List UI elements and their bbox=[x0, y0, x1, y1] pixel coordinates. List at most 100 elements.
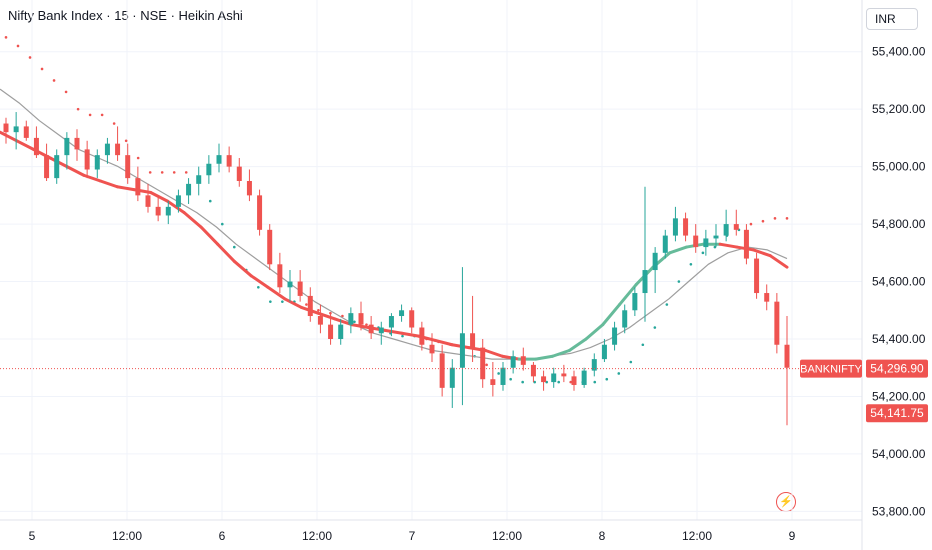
last-price-label: 54,296.90 bbox=[870, 362, 924, 376]
candle-body bbox=[733, 224, 739, 230]
sar-dot bbox=[773, 217, 777, 220]
price-tick-label: 55,400.00 bbox=[872, 45, 926, 59]
sar-dot bbox=[16, 44, 20, 48]
candle-body bbox=[551, 373, 557, 383]
fast-ma-segment bbox=[115, 185, 136, 192]
sar-dot bbox=[208, 199, 212, 203]
candle-body bbox=[561, 373, 567, 377]
candle-body bbox=[206, 163, 212, 176]
sar-dot bbox=[497, 372, 500, 375]
candle-body bbox=[530, 364, 536, 377]
grid bbox=[0, 0, 862, 520]
candle-body bbox=[226, 155, 232, 167]
time-tick-label: 12:00 bbox=[112, 529, 142, 543]
candle-body bbox=[449, 367, 455, 388]
fast-ma-segment bbox=[551, 348, 571, 358]
sar-dot bbox=[28, 56, 32, 59]
candles bbox=[3, 112, 790, 426]
fast-ma-segment bbox=[618, 282, 638, 307]
candle-body bbox=[754, 258, 760, 294]
candle-body bbox=[175, 195, 181, 207]
candle-body bbox=[145, 195, 151, 207]
candle-body bbox=[328, 324, 334, 340]
slow-ma-line bbox=[0, 88, 788, 360]
fast-ma-segment bbox=[283, 297, 303, 309]
fast-ma-segment bbox=[98, 179, 119, 189]
sar-dot bbox=[305, 303, 308, 306]
candle-body bbox=[723, 224, 729, 236]
sar-dot bbox=[785, 217, 789, 220]
sar-dot bbox=[761, 219, 765, 223]
sar-dot bbox=[88, 113, 92, 117]
sar-dot bbox=[76, 107, 80, 111]
candle-body bbox=[317, 316, 323, 325]
fast-ma-segment bbox=[266, 285, 287, 301]
candle-body bbox=[683, 218, 689, 236]
candle-body bbox=[470, 333, 476, 348]
sar-dot bbox=[160, 171, 164, 174]
fast-ma-segment bbox=[350, 323, 370, 330]
candle-body bbox=[196, 175, 202, 184]
candle-body bbox=[581, 370, 587, 385]
sar-dot bbox=[569, 380, 573, 384]
candle-body bbox=[348, 313, 354, 325]
candle-body bbox=[642, 270, 648, 294]
candle-body bbox=[135, 178, 141, 196]
price-tick-label: 53,800.00 bbox=[872, 504, 926, 518]
time-tick-label: 5 bbox=[29, 529, 36, 543]
candle-body bbox=[84, 149, 90, 170]
candle-body bbox=[459, 333, 465, 368]
candle-body bbox=[236, 166, 242, 181]
candle-body bbox=[500, 367, 506, 385]
candle-body bbox=[54, 155, 60, 179]
candle-body bbox=[693, 235, 699, 248]
candle-body bbox=[612, 327, 618, 345]
fast-ma-segment bbox=[383, 328, 404, 335]
candle-body bbox=[216, 155, 222, 164]
fast-ma-segment bbox=[433, 338, 454, 347]
sar-dot bbox=[148, 171, 152, 174]
candle-body bbox=[94, 155, 100, 170]
sar-dot bbox=[281, 300, 284, 303]
time-tick-label: 12:00 bbox=[682, 529, 712, 543]
fast-ma-segment bbox=[15, 139, 35, 151]
sar-dot bbox=[593, 380, 597, 384]
sar-dot bbox=[317, 308, 320, 312]
candle-body bbox=[104, 143, 110, 156]
last-price-label-bg bbox=[866, 359, 928, 378]
currency-button[interactable]: INR bbox=[866, 8, 918, 30]
sar-dot bbox=[257, 285, 260, 289]
fast-ma-segment bbox=[165, 199, 186, 215]
time-tick-label: 9 bbox=[789, 529, 796, 543]
sar-dot bbox=[521, 380, 524, 384]
candle-body bbox=[64, 137, 70, 156]
fast-ma-segment bbox=[249, 274, 270, 289]
candle-body bbox=[125, 155, 131, 179]
sar-dot bbox=[749, 222, 753, 226]
candle-body bbox=[480, 347, 486, 380]
candle-body bbox=[186, 183, 192, 196]
sar-dot bbox=[220, 222, 224, 226]
candle-body bbox=[541, 376, 547, 383]
price-tick-label: 54,000.00 bbox=[872, 447, 926, 461]
sar-dot bbox=[124, 139, 128, 143]
candle-body bbox=[287, 281, 293, 288]
symbol-label-bg bbox=[800, 359, 862, 378]
candle-body bbox=[662, 235, 668, 253]
candle-body bbox=[388, 316, 394, 328]
sar-dot bbox=[353, 320, 356, 324]
candle-body bbox=[439, 353, 445, 388]
candle-body bbox=[399, 310, 405, 317]
sar-dot bbox=[509, 377, 512, 381]
fast-ma-segment bbox=[65, 165, 86, 177]
sar-dot bbox=[689, 263, 693, 266]
price-tick-label: 54,600.00 bbox=[872, 275, 926, 289]
time-tick-label: 12:00 bbox=[492, 529, 522, 543]
fast-ma-segment bbox=[718, 242, 739, 249]
sar-dot bbox=[40, 67, 44, 71]
fast-ma-segment bbox=[752, 248, 772, 258]
price-labels: BANKNIFTY 54,296.90 54,141.75 bbox=[0, 359, 928, 423]
price-tick-label: 54,200.00 bbox=[872, 389, 926, 403]
sar-dot bbox=[136, 156, 140, 160]
